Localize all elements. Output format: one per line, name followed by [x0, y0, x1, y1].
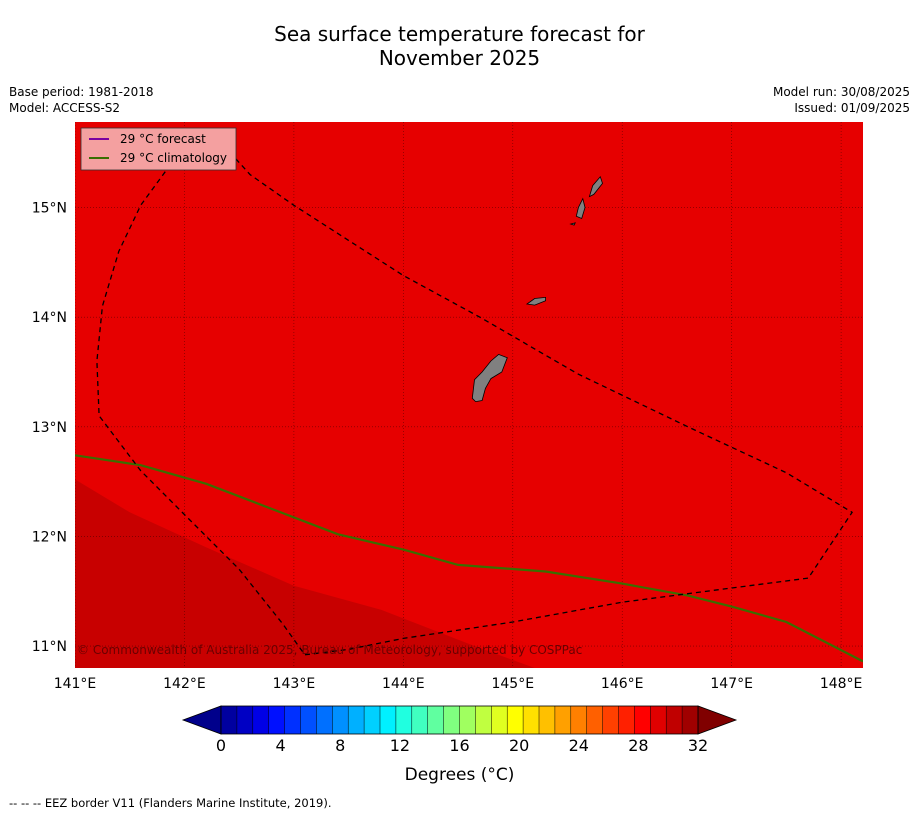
colorbar-bin-22 [570, 706, 587, 734]
eez-footnote: -- -- -- EEZ border V11 (Flanders Marine… [9, 796, 332, 810]
sea-region-warm [75, 479, 535, 668]
colorbar-title: Degrees (°C) [405, 765, 515, 785]
legend-label-1: 29 °C climatology [120, 151, 227, 165]
colorbar-bin-1 [236, 706, 254, 734]
colorbar-tick-label-4: 4 [276, 736, 286, 755]
model-name: Model: ACCESS-S2 [9, 101, 121, 115]
y-tick-label-13: 13°N [32, 420, 67, 436]
colorbar-tick-label-24: 24 [569, 736, 589, 755]
colorbar-bin-16 [475, 706, 492, 734]
colorbar-bin-3 [268, 706, 285, 734]
colorbar-bin-29 [682, 706, 699, 734]
colorbar: 0 4 8 12 16 20 24 28 32 Degrees (°C) [181, 705, 738, 785]
colorbar-bin-5 [300, 706, 317, 734]
colorbar-bin-7 [332, 706, 349, 734]
colorbar-tick-label-32: 32 [688, 736, 708, 755]
y-tick-label-14: 14°N [32, 310, 67, 326]
colorbar-bin-0 [221, 706, 238, 734]
colorbar-bin-17 [491, 706, 508, 734]
colorbar-bin-28 [666, 706, 683, 734]
legend-label-0: 29 °C forecast [120, 132, 206, 146]
island-tinian [575, 197, 586, 220]
climatology-29c-line [75, 454, 863, 663]
colorbar-tick-label-16: 16 [449, 736, 469, 755]
colorbar-bin-13 [427, 706, 444, 734]
colorbar-bin-11 [395, 706, 413, 734]
colorbar-under-extension [181, 705, 222, 735]
y-tick-label-11: 11°N [32, 639, 67, 655]
colorbar-bin-20 [539, 706, 556, 734]
x-tick-label-145: 145°E [491, 676, 534, 692]
colorbar-over-extension [697, 705, 738, 735]
island-guam [471, 353, 508, 403]
island-aguijan [569, 222, 576, 226]
colorbar-tick-label-0: 0 [216, 736, 226, 755]
copyright-notice: © Commonwealth of Australia 2025, Bureau… [77, 643, 582, 657]
colorbar-bin-18 [507, 706, 524, 734]
meta-right: Model run: 30/08/2025 Issued: 01/09/2025 [773, 84, 910, 116]
colorbar-bin-14 [443, 706, 460, 734]
colorbar-tick-label-20: 20 [509, 736, 529, 755]
x-tick-label-144: 144°E [382, 676, 425, 692]
base-period: Base period: 1981-2018 [9, 85, 154, 99]
colorbar-bin-6 [316, 706, 333, 734]
colorbar-bin-2 [252, 706, 269, 734]
model-run: Model run: 30/08/2025 [772, 85, 910, 99]
colorbar-bin-23 [586, 706, 603, 734]
colorbar-bin-26 [634, 706, 651, 734]
y-tick-label-12: 12°N [32, 529, 67, 545]
colorbar-bin-8 [348, 706, 365, 734]
colorbar-tick-label-12: 12 [390, 736, 410, 755]
x-tick-label-148: 148°E [820, 676, 863, 692]
x-tick-label-143: 143°E [273, 676, 316, 692]
issued-date: Issued: 01/09/2025 [794, 101, 910, 115]
legend-box [80, 127, 237, 171]
chart-title: Sea surface temperature forecast for Nov… [0, 22, 919, 70]
plot-area: © Commonwealth of Australia 2025, Bureau… [75, 122, 863, 668]
title-line-2: November 2025 [378, 46, 541, 70]
colorbar-bin-24 [602, 706, 619, 734]
colorbar-bin-9 [364, 706, 381, 734]
x-tick-label-141: 141°E [54, 676, 97, 692]
colorbar-bin-27 [650, 706, 667, 734]
meta-left: Base period: 1981-2018 Model: ACCESS-S2 [9, 84, 154, 116]
colorbar-bin-15 [459, 706, 476, 734]
eez-border-line [96, 137, 854, 656]
x-tick-label-146: 146°E [601, 676, 644, 692]
island-saipan [588, 176, 603, 198]
colorbar-bin-19 [523, 706, 540, 734]
colorbar-tick-label-8: 8 [335, 736, 345, 755]
colorbar-frame [220, 705, 699, 735]
colorbar-bin-12 [411, 706, 428, 734]
title-line-1: Sea surface temperature forecast for [274, 22, 645, 46]
colorbar-bin-25 [618, 706, 635, 734]
island-rota [525, 296, 546, 306]
colorbar-bin-4 [284, 706, 301, 734]
colorbar-tick-label-28: 28 [628, 736, 648, 755]
x-tick-label-147: 147°E [710, 676, 753, 692]
legend: 29 °C forecast 29 °C climatology [80, 127, 237, 171]
colorbar-bin-10 [380, 706, 397, 734]
y-tick-label-15: 15°N [32, 201, 67, 217]
x-tick-label-142: 142°E [163, 676, 206, 692]
colorbar-bin-21 [554, 706, 572, 734]
